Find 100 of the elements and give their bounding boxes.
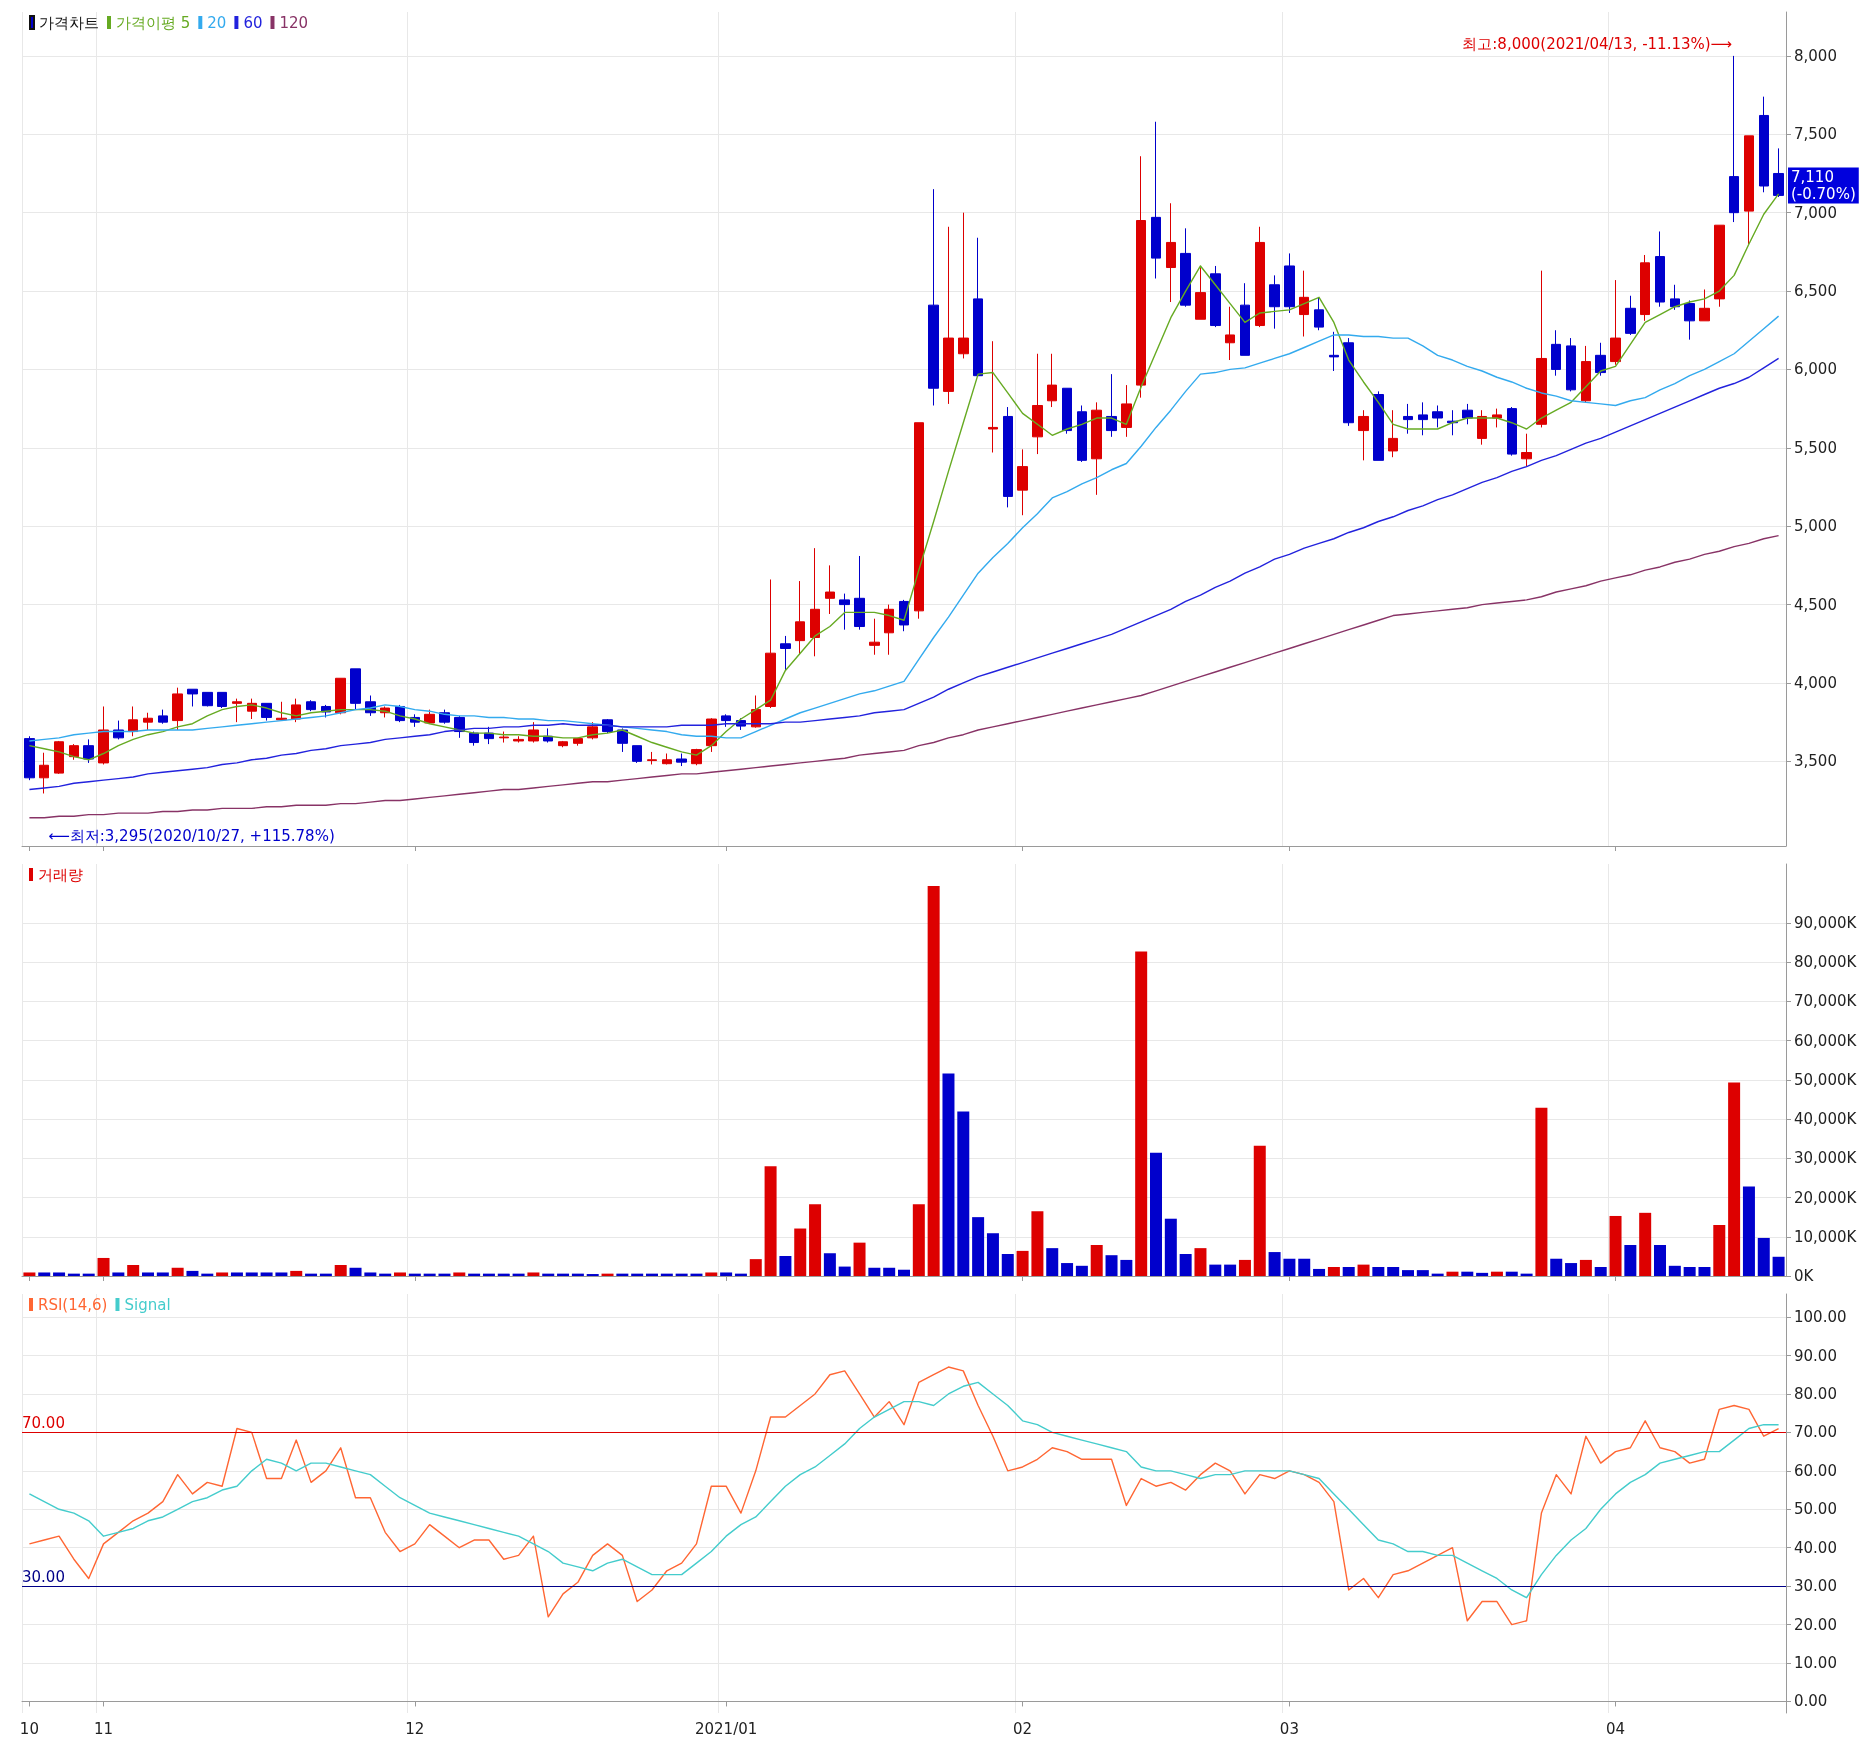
y-tick-label: 100.00	[1794, 1308, 1847, 1327]
line-series	[28, 193, 1780, 761]
bar	[1313, 1268, 1326, 1276]
bar	[1565, 1263, 1578, 1276]
candlestick	[513, 735, 524, 744]
candlestick	[1003, 406, 1013, 508]
candlestick	[350, 668, 361, 711]
candlestick	[202, 691, 213, 707]
bar	[1357, 1264, 1370, 1276]
legend-label: 가격이평 5	[116, 13, 191, 32]
bar	[1683, 1266, 1696, 1276]
y-tick-label: 90.00	[1794, 1346, 1837, 1365]
bar	[349, 1267, 362, 1276]
candlestick	[662, 753, 672, 765]
y-tick-label: 50.00	[1794, 1500, 1837, 1519]
bar	[1757, 1237, 1770, 1276]
candlestick	[158, 709, 168, 725]
y-tick-label: 5,500	[1794, 438, 1837, 457]
bar	[972, 1217, 985, 1276]
candlestick	[69, 743, 79, 761]
bar	[1372, 1266, 1385, 1276]
candlestick	[1566, 337, 1576, 392]
text: 7,110 (-0.70%)	[1791, 167, 1856, 203]
candlestick	[795, 580, 805, 656]
y-tick-label: 3,500	[1794, 752, 1837, 771]
candlestick	[884, 604, 894, 656]
candlestick	[1551, 329, 1561, 377]
candlestick	[217, 691, 227, 709]
y-tick-label: 70.00	[1794, 1423, 1837, 1442]
bar	[230, 1272, 243, 1276]
bar	[23, 1272, 36, 1276]
candlestick	[943, 226, 954, 405]
candlestick	[721, 713, 731, 728]
y-tick-label: 20.00	[1794, 1615, 1837, 1634]
candlestick	[988, 340, 998, 454]
candlestick	[1180, 227, 1191, 308]
candlestick	[24, 735, 35, 781]
candlestick	[1699, 288, 1710, 322]
y-tick-label: 5,000	[1794, 517, 1837, 536]
bar	[823, 1253, 836, 1276]
y-tick-label: 80.00	[1794, 1384, 1837, 1403]
bar	[1624, 1245, 1637, 1276]
bar	[290, 1270, 303, 1276]
bar	[127, 1265, 140, 1276]
candlestick	[1655, 230, 1665, 308]
bar	[1609, 1215, 1622, 1276]
bar	[171, 1267, 184, 1276]
candlestick	[1773, 147, 1784, 198]
candlestick	[335, 677, 346, 715]
bar	[838, 1266, 851, 1276]
candlestick	[765, 579, 776, 709]
bar	[1238, 1259, 1251, 1276]
candlestick	[39, 752, 49, 794]
legend-label: 가격차트	[39, 13, 99, 32]
y-tick-label: 8,000	[1794, 46, 1837, 65]
candlestick	[143, 712, 153, 731]
bar	[1550, 1258, 1563, 1276]
candlestick	[1062, 387, 1072, 435]
x-tick-label: 02	[1013, 1719, 1033, 1738]
candlestick	[83, 738, 94, 764]
candlestick	[1403, 403, 1413, 435]
candlestick	[839, 593, 850, 631]
y-tick-label: 4,000	[1794, 673, 1837, 692]
y-tick-label: 7,000	[1794, 203, 1837, 222]
y-tick-label: 0.00	[1794, 1692, 1828, 1711]
candlestick	[1462, 403, 1473, 425]
candlestick	[424, 709, 435, 725]
candlestick	[1047, 353, 1057, 408]
bar	[779, 1255, 792, 1276]
bar	[1194, 1248, 1207, 1276]
candlestick	[617, 727, 628, 753]
bar	[794, 1228, 807, 1276]
line-series	[28, 357, 1780, 791]
bar	[1090, 1245, 1103, 1276]
line-series	[28, 534, 1780, 819]
bar	[156, 1272, 169, 1276]
candlestick	[1744, 135, 1754, 245]
candlestick	[1684, 299, 1695, 341]
candlestick	[854, 555, 865, 631]
bar	[1668, 1265, 1681, 1276]
y-tick-label: 10.00	[1794, 1654, 1837, 1673]
candlestick	[98, 705, 109, 765]
candlestick	[1343, 337, 1354, 427]
bar	[1594, 1266, 1607, 1276]
candlestick	[1284, 252, 1295, 314]
bar	[334, 1265, 347, 1276]
y-tick-label: 20,000K	[1794, 1188, 1858, 1207]
bar	[1476, 1272, 1489, 1276]
candlestick	[1581, 345, 1591, 403]
candlestick	[1432, 404, 1443, 428]
candlestick	[914, 422, 924, 620]
candlestick	[1373, 390, 1384, 461]
bar	[1402, 1270, 1414, 1276]
candlestick	[1299, 270, 1309, 338]
bar	[186, 1270, 199, 1276]
bar	[986, 1233, 999, 1276]
bar	[1387, 1266, 1400, 1276]
candlestick	[1091, 401, 1102, 496]
bar	[1061, 1263, 1074, 1276]
candlestick	[780, 635, 791, 671]
